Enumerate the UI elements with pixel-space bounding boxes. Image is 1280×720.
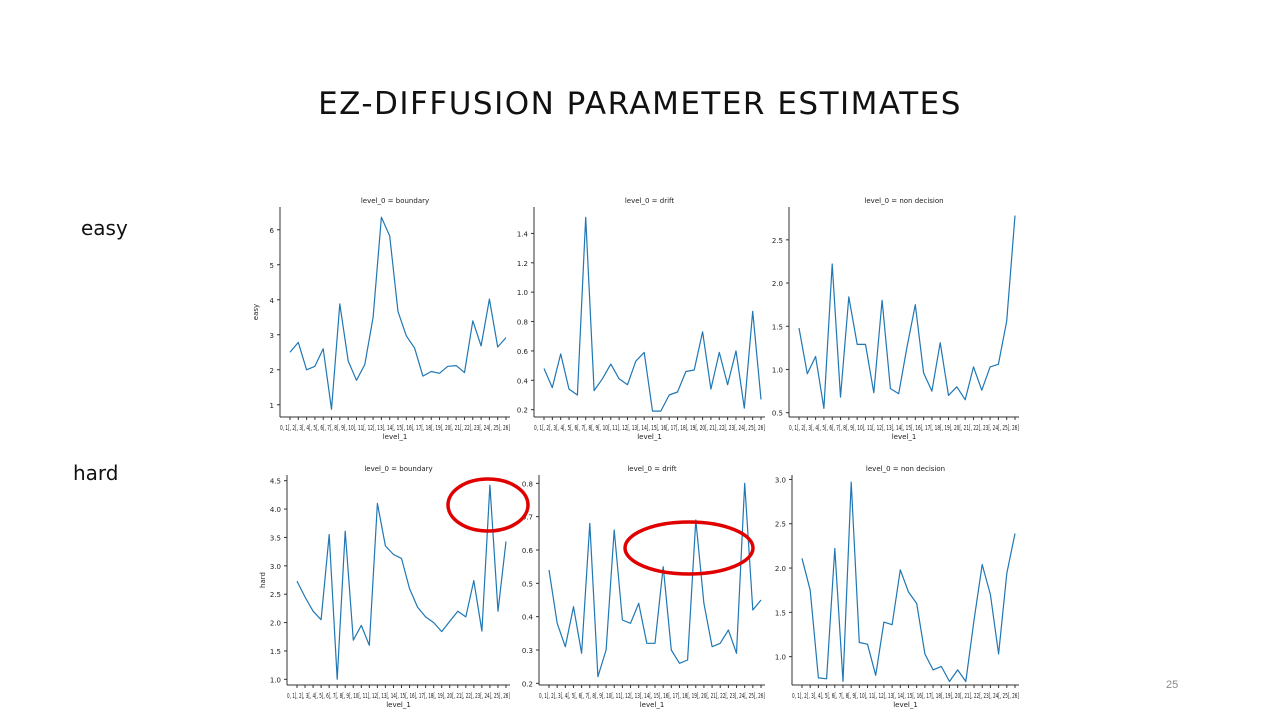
y-tick-label: 0.6	[522, 547, 534, 555]
x-tick-labels: 0, 1[, 2[, 3[, 4[, 5[, 6[, 7[, 8[, 9[, 1…	[534, 424, 765, 432]
y-tick-label: 0.2	[522, 680, 533, 688]
y-tick-label: 2.5	[270, 591, 281, 599]
y-tick-label: 4.0	[270, 506, 281, 514]
x-tick-labels: 0, 1[, 2[, 3[, 4[, 5[, 6[, 7[, 8[, 9[, 1…	[789, 424, 1019, 432]
y-tick-label: 0.5	[522, 580, 533, 588]
highlight-ellipse	[623, 520, 755, 576]
x-axis-label: level_1	[637, 433, 662, 441]
highlight-ellipse	[446, 477, 530, 533]
y-tick-label: 1.0	[270, 676, 281, 684]
y-tick-label: 0.4	[517, 377, 529, 385]
y-tick-label: 2	[270, 367, 274, 375]
x-tick-labels: 0, 1[, 2[, 3[, 4[, 5[, 6[, 7[, 8[, 9[, 1…	[539, 692, 765, 700]
y-axis-label: easy	[252, 304, 260, 320]
y-tick-label: 6	[270, 227, 275, 235]
y-tick-label: 1.0	[517, 289, 528, 297]
y-tick-label: 1.5	[270, 648, 281, 656]
y-tick-label: 2.5	[775, 521, 786, 529]
panel-title: level_0 = non decision	[866, 465, 945, 473]
x-axis-label: level_1	[383, 433, 408, 441]
y-tick-label: 3.0	[775, 476, 786, 484]
slide-title: EZ-DIFFUSION PARAMETER ESTIMATES	[318, 86, 962, 122]
x-tick-labels: 0, 1[, 2[, 3[, 4[, 5[, 6[, 7[, 8[, 9[, 1…	[280, 424, 510, 432]
y-tick-label: 0.6	[517, 348, 529, 356]
y-tick-label: 4	[270, 297, 275, 305]
row-label-easy: easy	[81, 216, 128, 240]
y-tick-label: 3	[270, 332, 274, 340]
page-number: 25	[1166, 679, 1179, 691]
panel-title: level_0 = boundary	[364, 465, 432, 473]
x-tick-labels: 0, 1[, 2[, 3[, 4[, 5[, 6[, 7[, 8[, 9[, 1…	[287, 692, 510, 700]
y-tick-label: 0.2	[517, 407, 528, 415]
y-tick-label: 1.5	[775, 609, 786, 617]
y-tick-label: 2.0	[775, 565, 786, 573]
y-tick-label: 4.5	[270, 478, 281, 486]
y-tick-label: 0.4	[522, 614, 534, 622]
panel-title: level_0 = drift	[627, 465, 677, 473]
series-line	[543, 216, 762, 412]
y-tick-label: 0.3	[522, 647, 533, 655]
y-tick-label: 0.7	[522, 514, 533, 522]
y-tick-label: 1.0	[775, 654, 786, 662]
y-tick-label: 0.8	[517, 319, 528, 327]
x-axis-label: level_1	[386, 701, 411, 709]
y-tick-label: 1.5	[772, 323, 783, 331]
panel-title: level_0 = boundary	[361, 197, 429, 205]
y-tick-label: 1.0	[772, 366, 783, 374]
y-tick-label: 1.4	[517, 230, 529, 238]
y-tick-label: 2.0	[270, 620, 281, 628]
y-tick-label: 3.0	[270, 563, 281, 571]
panel-title: level_0 = drift	[625, 197, 675, 205]
panel-title: level_0 = non decision	[864, 197, 943, 205]
y-tick-label: 0.5	[772, 410, 783, 418]
y-tick-label: 0.8	[522, 480, 533, 488]
y-axis-label: hard	[259, 572, 267, 588]
y-tick-label: 5	[270, 262, 274, 270]
series-line	[548, 482, 762, 678]
y-tick-label: 3.5	[270, 534, 281, 542]
x-axis-label: level_1	[893, 701, 918, 709]
series-line	[289, 216, 507, 410]
y-tick-label: 2.5	[772, 237, 783, 245]
y-tick-label: 2.0	[772, 280, 783, 288]
row-label-hard: hard	[73, 461, 119, 485]
x-axis-label: level_1	[892, 433, 917, 441]
series-line	[798, 215, 1016, 409]
x-tick-labels: 0, 1[, 2[, 3[, 4[, 5[, 6[, 7[, 8[, 9[, 1…	[792, 692, 1019, 700]
series-line	[296, 484, 507, 680]
series-line	[801, 481, 1016, 683]
x-axis-label: level_1	[640, 701, 665, 709]
y-tick-label: 1.2	[517, 260, 528, 268]
y-tick-label: 1	[270, 402, 274, 410]
